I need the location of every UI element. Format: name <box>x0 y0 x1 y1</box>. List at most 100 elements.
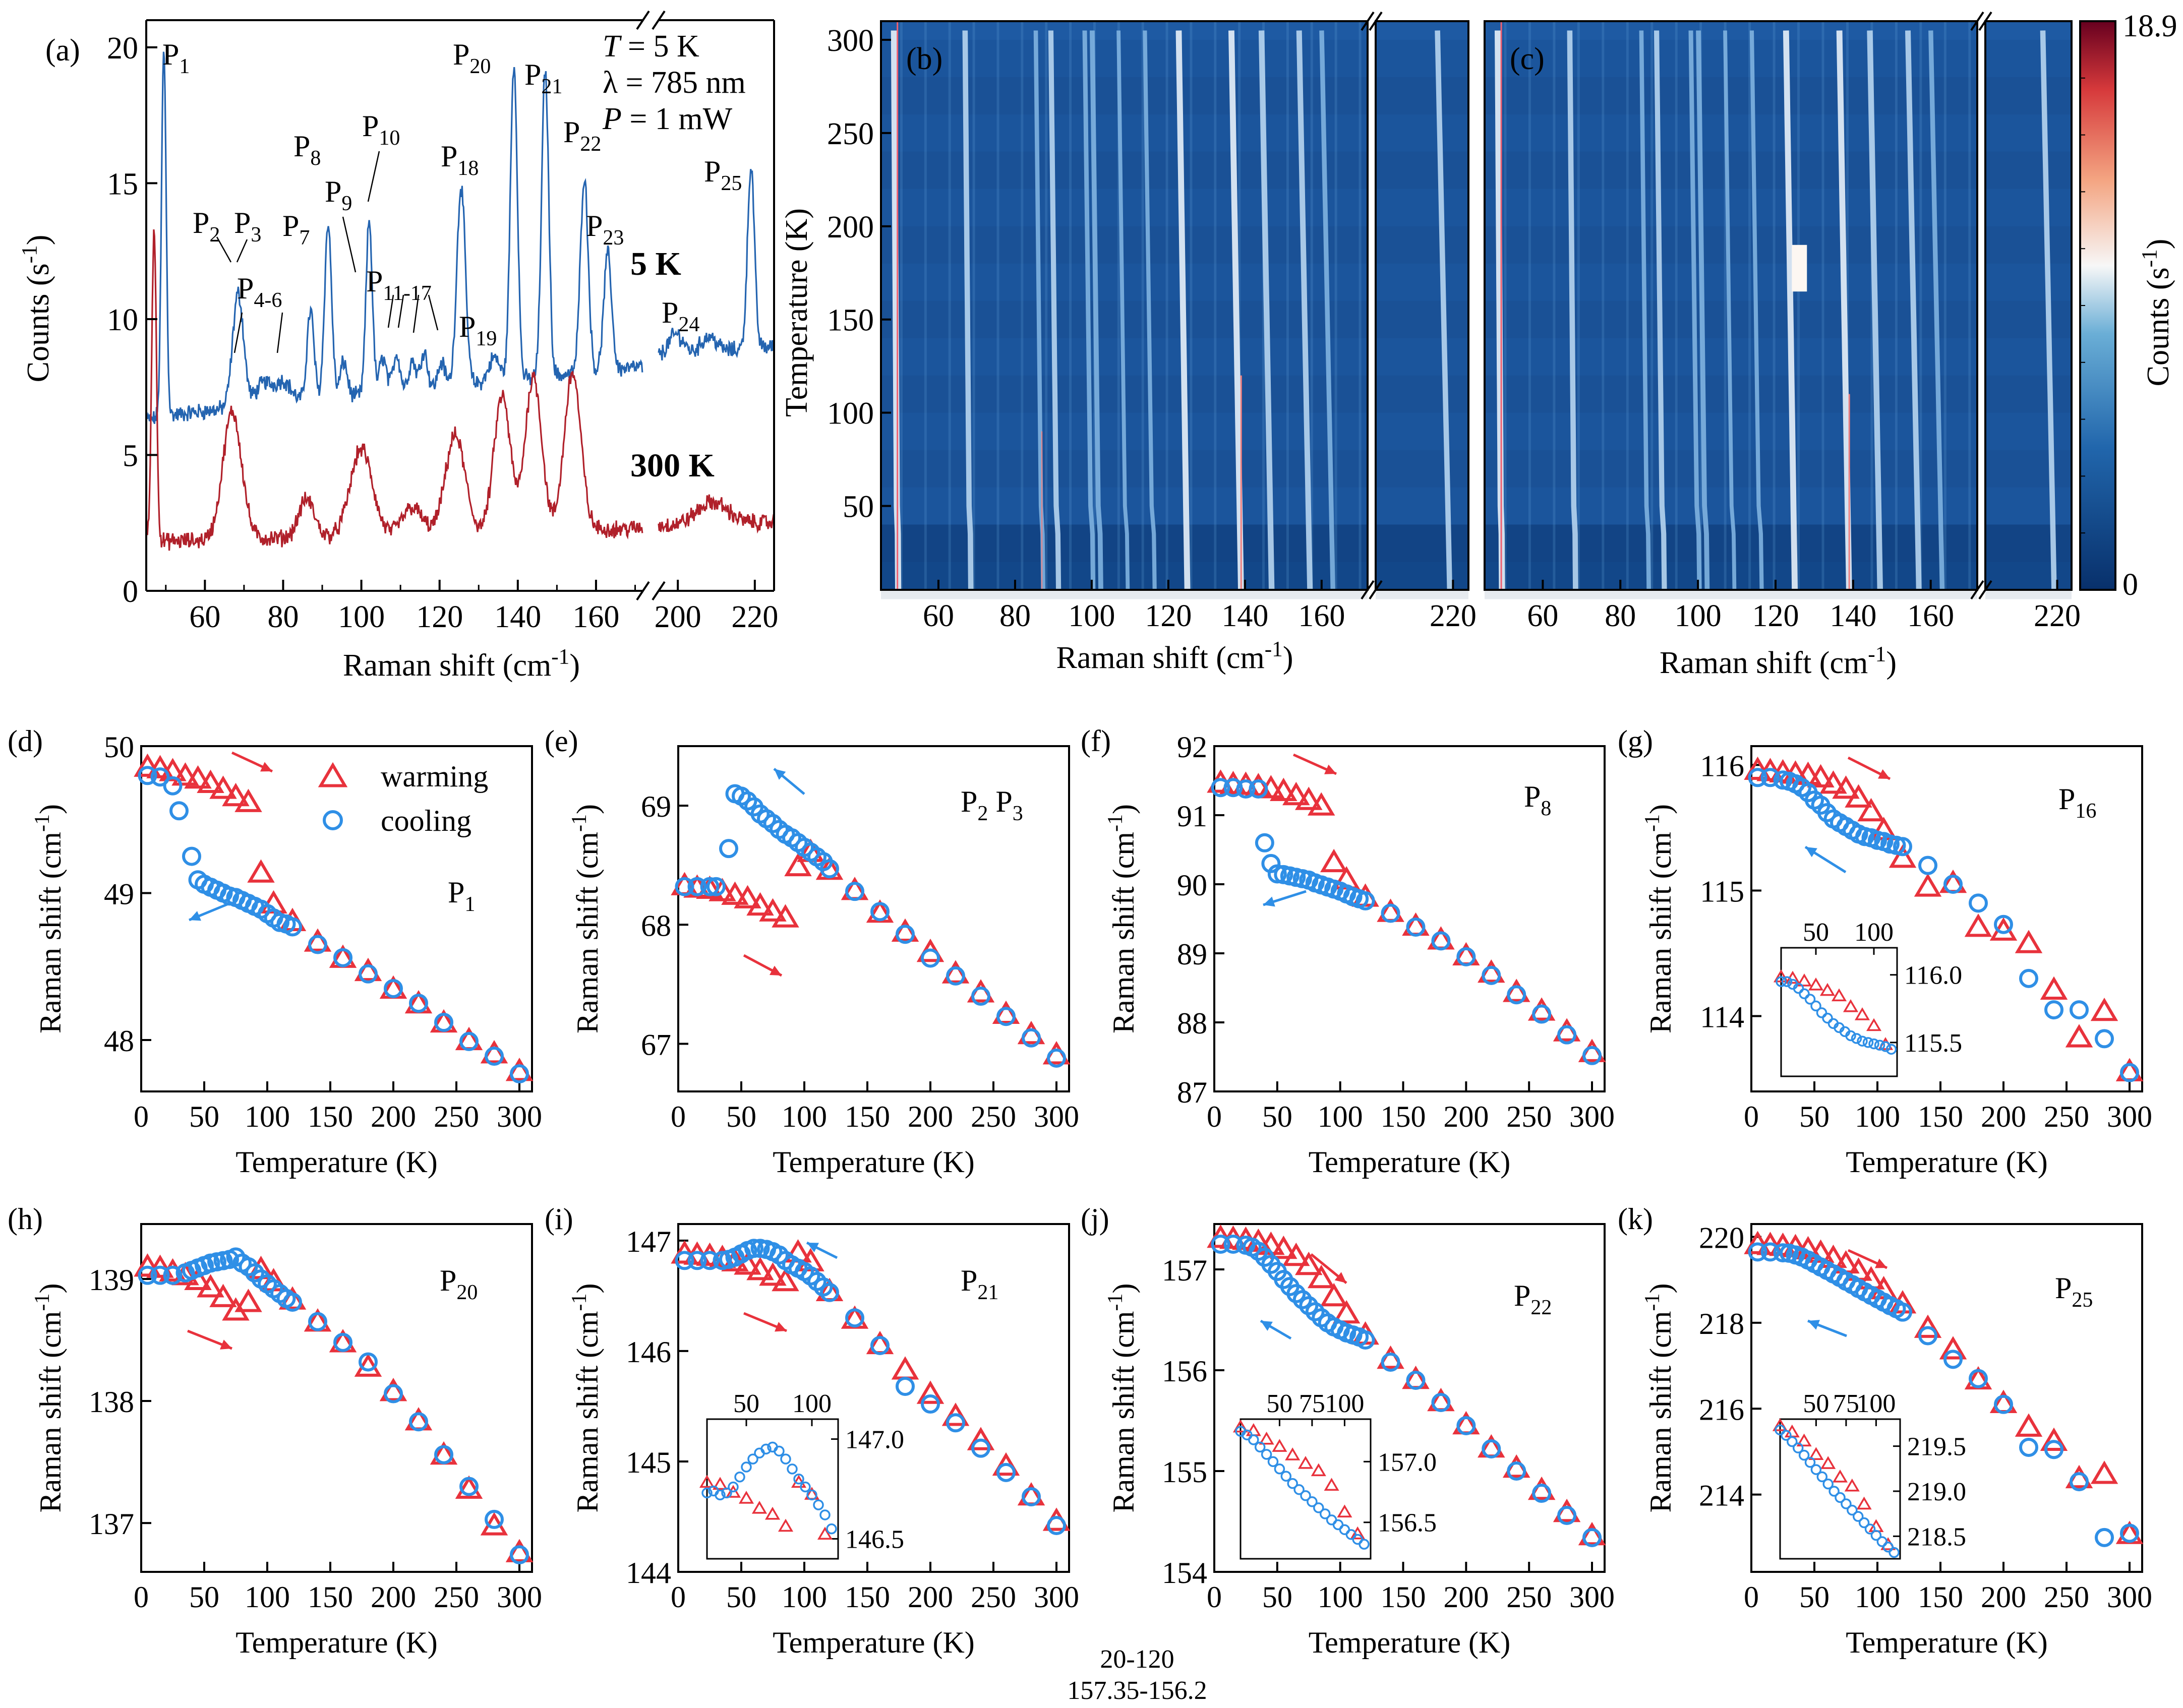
heatmap-row-band <box>1376 300 1468 338</box>
x-tick-label: 50 <box>189 1100 219 1133</box>
trend-arrow-head-1 <box>189 911 201 921</box>
x-axis-label: Temperature (K) <box>235 1626 438 1659</box>
inset-warming-marker <box>712 1477 728 1490</box>
heatmap-row-band <box>1376 412 1468 450</box>
y-tick-label: 147 <box>626 1225 671 1258</box>
panel-label: (g) <box>1618 724 1653 758</box>
cooling-marker <box>870 1335 890 1355</box>
y-tick-label: 116 <box>1700 749 1744 782</box>
peak-pointer-line-0 <box>216 236 232 263</box>
x-tick-label: 0 <box>1744 1580 1759 1614</box>
warming-marker <box>209 775 237 799</box>
peak-pointer-line-2 <box>233 312 243 353</box>
peak-label-p10-part: 10 <box>379 127 400 150</box>
x-tick-label: 300 <box>2107 1100 2152 1133</box>
x-tick-label: 120 <box>1752 599 1799 633</box>
x-tick-label: 150 <box>845 1580 890 1614</box>
cooling-marker <box>169 801 189 821</box>
y-tick-label: 146 <box>626 1335 671 1369</box>
heatmap-weak-stripe <box>1238 21 1241 590</box>
heatmap-lowT-band <box>881 524 1368 590</box>
inset-cooling-marker <box>1280 1471 1292 1482</box>
cooling-marker <box>719 839 738 859</box>
cooling-marker <box>1994 1394 2013 1414</box>
heatmap-weak-stripe <box>1797 21 1800 590</box>
cooling-marker <box>138 766 157 785</box>
cooling-marker <box>359 1352 378 1372</box>
warming-marker <box>184 765 212 789</box>
x-tick-label: 250 <box>1506 1580 1552 1614</box>
cooling-marker <box>1817 803 1837 823</box>
x-tick-label: 50 <box>726 1100 756 1133</box>
y-tick-label: 155 <box>1162 1455 1207 1489</box>
cooling-marker <box>1582 1528 1602 1547</box>
series-label-300k-part: 300 K <box>630 447 715 484</box>
cooling-marker <box>459 1477 479 1496</box>
cooling-marker <box>459 1031 479 1051</box>
cooling-marker <box>485 1047 504 1066</box>
heatmap-row-band <box>1985 39 2072 77</box>
condition-text-1: λ = 785 nm <box>603 66 746 100</box>
heatmap-phonon-line-9 <box>1228 30 1244 590</box>
panel-k-p25-temperature: 0 50 100 150 200 250 300 214 216 218 220 Temperatur… <box>1618 1202 2152 1659</box>
peak-label-p3-part: 3 <box>251 223 261 247</box>
x-tick-label: 150 <box>1381 1100 1426 1133</box>
heatmap-phonon-line-9 <box>1836 30 1852 590</box>
warming-marker <box>146 755 174 778</box>
peak-label-p4-6: P4-6 <box>237 272 282 312</box>
x-tick-label: 0 <box>671 1580 686 1614</box>
condition-text-0-part: = 5 K <box>620 29 699 64</box>
inset-cooling-marker <box>1822 1478 1834 1490</box>
heatmap-weak-stripe <box>1045 21 1048 590</box>
heatmap-phonon-line-8 <box>1175 30 1191 590</box>
cooling-marker <box>434 1013 453 1032</box>
peak-label-part: P <box>440 1264 456 1297</box>
warming-marker <box>1578 1521 1606 1546</box>
y-axis-label-part: Raman shift (cm <box>1107 832 1140 1033</box>
cooling-marker <box>1507 1461 1526 1481</box>
cooling-marker <box>1406 1371 1426 1390</box>
axis-break-mark <box>1970 580 1984 600</box>
cooling-marker <box>1047 1516 1066 1535</box>
cooling-marker <box>2019 1437 2038 1457</box>
cooling-marker <box>333 1332 352 1352</box>
heatmap-lowT-band <box>1485 524 1977 590</box>
x-axis-label: Temperature (K) <box>773 1145 975 1179</box>
heatmap-phonon-line-10 <box>1258 30 1275 590</box>
heatmap-phonon-line-7 <box>1749 30 1764 590</box>
cooling-marker <box>434 1445 453 1465</box>
warming-marker <box>234 1289 262 1312</box>
peak-label: P22 <box>1514 1279 1552 1319</box>
axis-break-mark <box>1369 580 1383 600</box>
warming-marker <box>797 1248 824 1271</box>
peak-label-p9-part: 9 <box>341 192 352 215</box>
x-tick-label: 50 <box>1799 1100 1830 1133</box>
x-tick-label: 100 <box>1675 599 1722 633</box>
x-tick-label: 150 <box>845 1100 890 1133</box>
y-tick-label: 0 <box>123 575 138 609</box>
cooling-marker <box>384 979 403 998</box>
cooling-marker <box>1255 833 1274 852</box>
series-label-300k: 300 K <box>630 447 715 484</box>
x-axis-label-part: -1 <box>1265 637 1283 661</box>
peak-label-part: P <box>448 876 464 909</box>
warming-marker <box>134 753 161 777</box>
inset-cooling-marker <box>1816 1471 1828 1483</box>
inset-cooling-marker <box>1889 1547 1900 1558</box>
condition-text-2: P = 1 mW <box>602 102 733 136</box>
heatmap-weak-stripe <box>1334 21 1337 590</box>
heatmap-row-band <box>1376 114 1468 152</box>
y-axis-label: Raman shift (cm-1) <box>1641 1284 1677 1513</box>
heatmap-row-band <box>1376 263 1468 301</box>
x-tick-label: 200 <box>908 1580 953 1614</box>
cooling-marker <box>687 877 707 896</box>
inset-cooling-marker <box>1880 1041 1891 1052</box>
cooling-marker <box>921 948 940 968</box>
y-axis-label: Counts (s-1) <box>17 235 55 383</box>
cooling-marker <box>2070 1000 2089 1020</box>
y-tick-label: 87 <box>1177 1076 1207 1109</box>
y-axis-label-part: ) <box>571 804 604 814</box>
peak-label: P20 <box>440 1264 478 1304</box>
warming-marker <box>209 1284 237 1307</box>
inset-cooling-marker <box>701 1487 713 1499</box>
